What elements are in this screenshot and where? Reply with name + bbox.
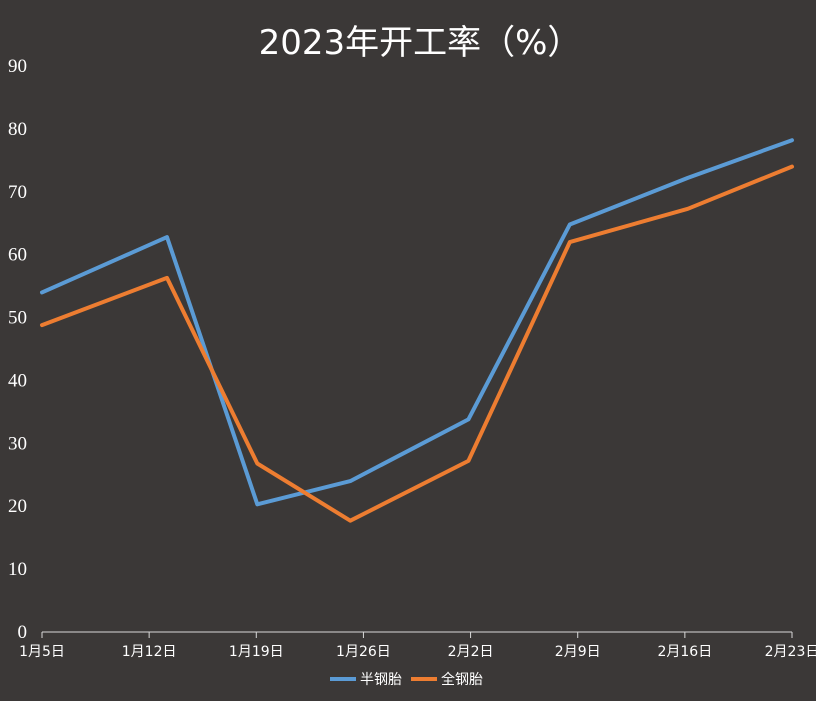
y-tick-label: 40 — [8, 370, 27, 391]
y-tick-label: 90 — [8, 56, 27, 77]
y-tick-label: 50 — [8, 308, 27, 329]
x-axis: 1月5日 1月12日 1月19日 1月26日 2月2日 2月9日 2月16日 2月23日 — [19, 632, 816, 660]
y-tick-label: 70 — [8, 182, 27, 203]
x-tick-label: 1月12日 — [122, 644, 177, 660]
legend-label-1: 半钢胎 — [360, 672, 402, 688]
y-tick-label: 30 — [8, 433, 27, 454]
y-tick-label: 20 — [8, 496, 27, 517]
y-tick-label: 80 — [8, 119, 27, 140]
x-tick-label: 1月19日 — [229, 644, 284, 660]
x-tick-label: 1月26日 — [336, 644, 391, 660]
y-tick-label: 60 — [8, 245, 27, 266]
legend-label-2: 全钢胎 — [441, 671, 483, 688]
y-tick-label: 10 — [8, 559, 27, 580]
x-tick-label: 2月2日 — [448, 644, 494, 660]
series-line-1 — [40, 138, 794, 507]
x-tick-label: 2月9日 — [555, 644, 601, 660]
x-tick-label: 2月23日 — [765, 644, 816, 660]
series-line-2 — [40, 164, 794, 523]
plot-area — [40, 138, 794, 523]
chart-title: 2023年开工率（%） — [259, 23, 582, 63]
y-axis: 0 10 20 30 40 50 60 70 80 90 — [8, 56, 27, 643]
x-tick-label: 2月16日 — [657, 644, 712, 660]
x-tick-label: 1月5日 — [19, 644, 65, 660]
legend: 半钢胎 全钢胎 — [330, 671, 483, 688]
y-tick-label: 0 — [18, 622, 28, 643]
